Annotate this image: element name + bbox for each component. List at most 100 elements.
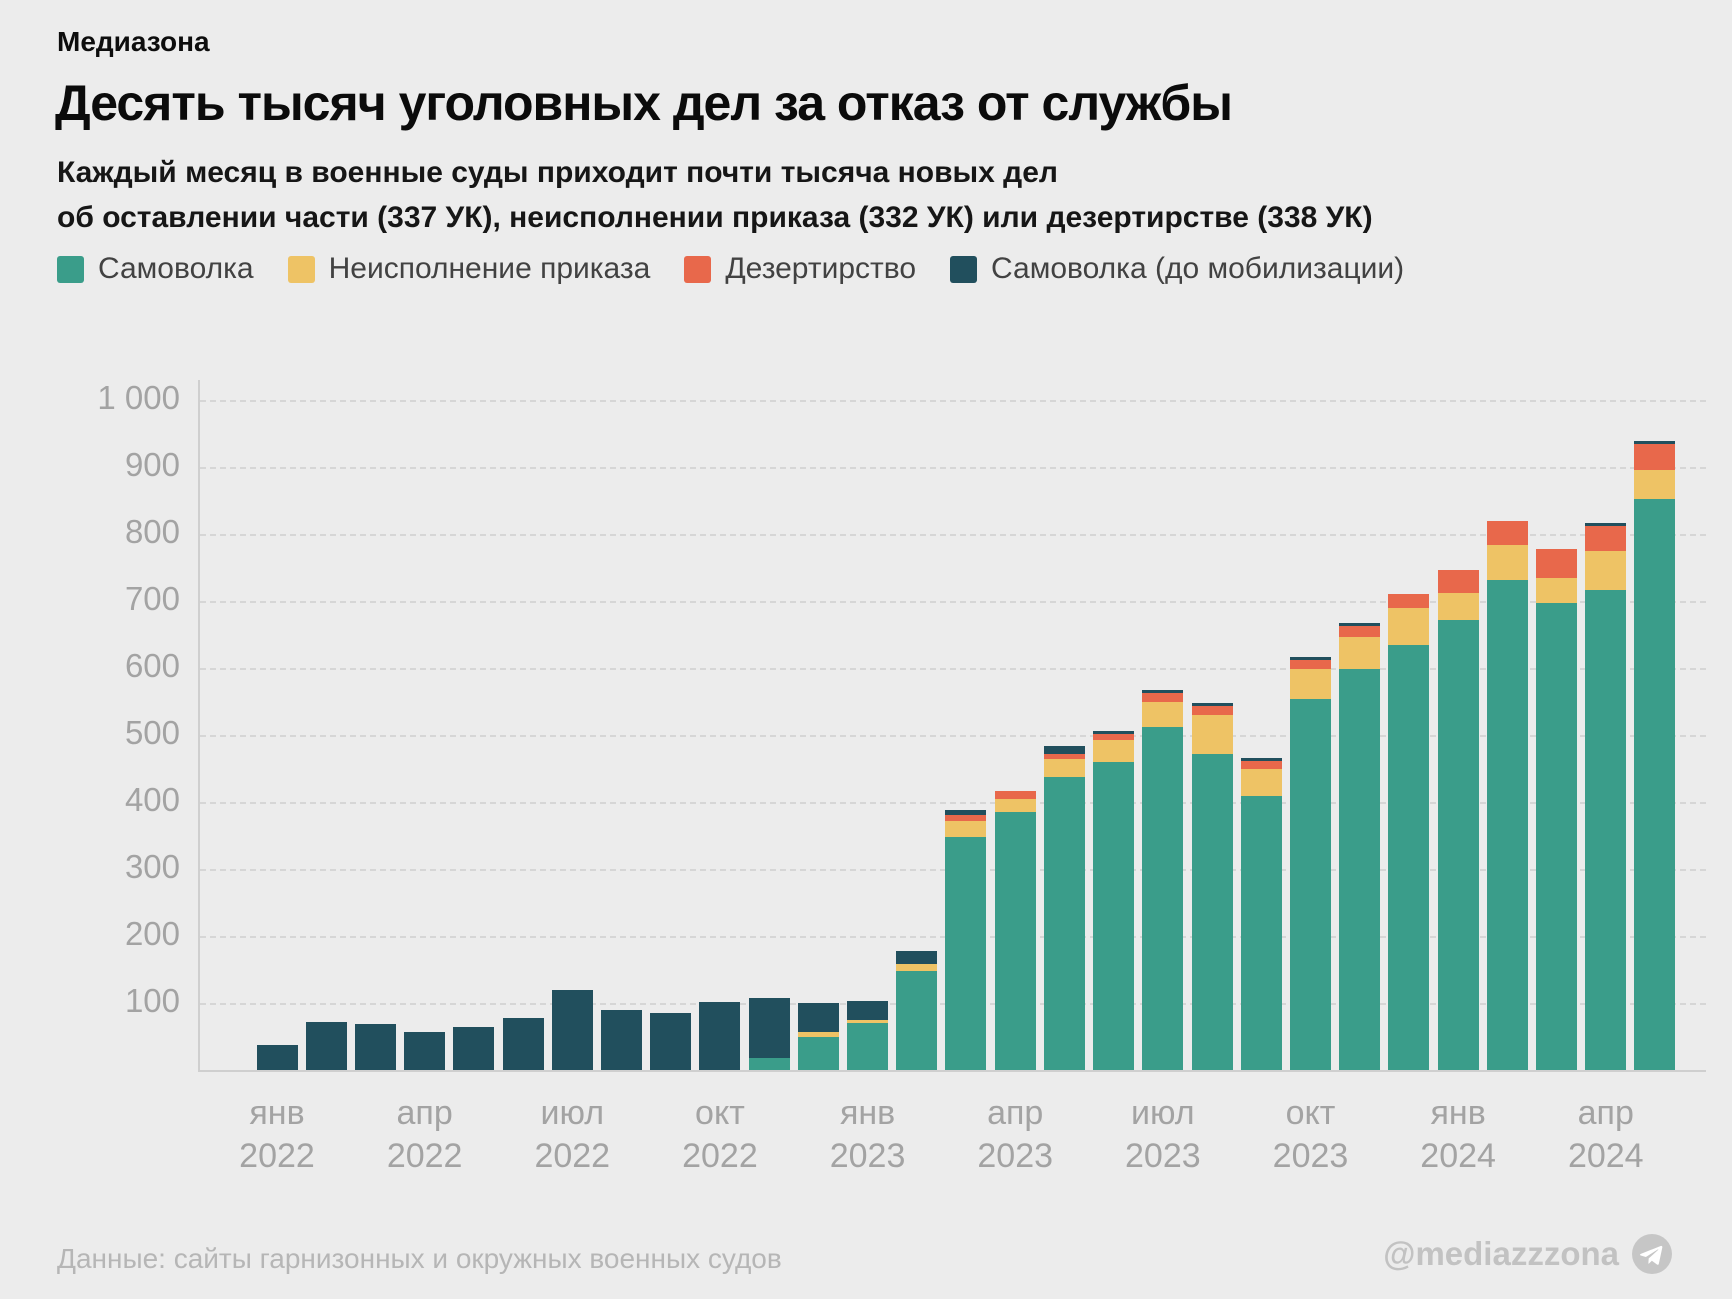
- segment-dezertirstvo: [1142, 693, 1184, 702]
- legend-label: Дезертирство: [725, 252, 917, 285]
- x-label-month: янв: [839, 1094, 896, 1132]
- segment-samovolka: [1339, 668, 1381, 1070]
- x-label-year: 2022: [239, 1137, 315, 1175]
- segment-samovolka: [1536, 603, 1578, 1070]
- bar-июл-2022: [551, 989, 593, 1070]
- segment-samovolka-do-mobilizacii: [453, 1027, 495, 1070]
- segment-samovolka: [1240, 795, 1282, 1070]
- y-axis-label-400: 400: [124, 781, 180, 818]
- segment-samovolka-do-mobilizacii: [354, 1023, 396, 1070]
- segment-samovolka: [896, 970, 938, 1070]
- segment-samovolka-do-mobilizacii: [256, 1044, 298, 1070]
- bar-апр-2022: [404, 1032, 446, 1070]
- segment-neispolnenie: [847, 1019, 889, 1024]
- segment-dezertirstvo: [1289, 659, 1331, 669]
- segment-samovolka-do-mobilizacii: [600, 1009, 642, 1070]
- y-axis-label-500: 500: [124, 714, 180, 751]
- x-label-month: апр: [987, 1094, 1044, 1132]
- segment-neispolnenie: [896, 964, 938, 971]
- legend-label: Самоволка (до мобилизации): [991, 252, 1405, 285]
- y-axis-label-600: 600: [124, 647, 180, 684]
- bar-апр-2023: [994, 790, 1036, 1070]
- telegram-handle[interactable]: @mediazzzona: [1383, 1234, 1672, 1274]
- bar-авг-2022: [600, 1009, 642, 1070]
- segment-samovolka: [748, 1057, 790, 1070]
- x-axis-label-апр-2023: апр 2023: [915, 1092, 1115, 1178]
- page-title: Десять тысяч уголовных дел за отказ от с…: [55, 75, 1233, 131]
- plot-area: 100 200 300 400 500 600 700 800 900 1 000 янв 2022 а…: [97, 379, 1706, 1175]
- segment-samovolka: [1486, 579, 1528, 1070]
- x-label-month: окт: [695, 1094, 745, 1132]
- segment-neispolnenie: [1536, 577, 1578, 604]
- bar-июн-2023: [1093, 731, 1135, 1070]
- segment-dezertirstvo: [1486, 521, 1528, 545]
- segment-neispolnenie: [1585, 550, 1627, 590]
- segment-samovolka: [1585, 589, 1627, 1070]
- segment-samovolka: [1043, 776, 1085, 1070]
- bar-авг-2023: [1191, 702, 1233, 1070]
- telegram-handle-text: @mediazzzona: [1383, 1235, 1619, 1272]
- x-label-year: 2023: [1125, 1137, 1201, 1175]
- x-label-year: 2022: [386, 1137, 463, 1175]
- segment-samovolka: [1289, 698, 1331, 1070]
- segment-neispolnenie: [1043, 759, 1085, 777]
- segment-dezertirstvo: [1043, 754, 1085, 760]
- data-source-note: Данные: сайты гарнизонных и окружных вое…: [57, 1243, 782, 1274]
- segment-dezertirstvo: [1388, 594, 1430, 609]
- y-axis-label-100: 100: [124, 982, 180, 1019]
- segment-samovolka-do-mobilizacii: [1339, 623, 1381, 626]
- segment-samovolka: [1093, 761, 1135, 1070]
- segment-samovolka-do-mobilizacii: [404, 1032, 446, 1070]
- legend-item-dezertirstvo: Дезертирство: [684, 252, 916, 286]
- segment-neispolnenie: [1289, 668, 1331, 699]
- bar-фев-2022: [305, 1021, 347, 1070]
- segment-neispolnenie: [1191, 714, 1233, 754]
- segment-dezertirstvo: [1339, 625, 1381, 638]
- segment-neispolnenie: [1142, 701, 1184, 727]
- segment-samovolka-do-mobilizacii: [1191, 702, 1233, 706]
- x-label-year: 2023: [1272, 1137, 1349, 1175]
- segment-neispolnenie: [1093, 740, 1135, 762]
- bar-фев-2024: [1486, 521, 1528, 1070]
- x-axis-label-апр-2022: апр 2022: [325, 1092, 525, 1178]
- segment-dezertirstvo: [994, 790, 1036, 799]
- segment-samovolka-do-mobilizacii: [1043, 746, 1085, 755]
- segment-neispolnenie: [1634, 470, 1676, 500]
- gridline-700: [200, 601, 1706, 603]
- x-axis-label-янв-2023: янв 2023: [768, 1092, 968, 1178]
- bar-окт-2023: [1289, 657, 1331, 1070]
- segment-samovolka-do-mobilizacii: [797, 1003, 839, 1032]
- segment-neispolnenie: [945, 820, 987, 837]
- segment-dezertirstvo: [1240, 761, 1282, 769]
- legend-swatch-neispolnenie: [287, 255, 315, 283]
- segment-samovolka: [1191, 753, 1233, 1070]
- x-axis-label-июл-2022: июл 2022: [472, 1092, 672, 1178]
- bar-дек-2023: [1388, 594, 1430, 1070]
- bar-фев-2023: [896, 950, 938, 1070]
- x-label-month: июл: [540, 1094, 605, 1132]
- y-axis-label-300: 300: [124, 848, 180, 885]
- brand-logo: Медиазона: [57, 26, 210, 57]
- bar-апр-2024: [1585, 522, 1627, 1070]
- segment-dezertirstvo: [1191, 705, 1233, 715]
- bar-янв-2023: [847, 1001, 889, 1070]
- segment-samovolka-do-mobilizacii: [502, 1017, 544, 1070]
- segment-samovolka: [1142, 726, 1184, 1070]
- x-axis-label-янв-2024: янв 2024: [1358, 1092, 1558, 1178]
- gridline-500: [200, 735, 1706, 737]
- bar-май-2023: [1043, 746, 1085, 1070]
- legend-item-samovolka-do-mobilizacii: Самоволка (до мобилизации): [950, 252, 1404, 286]
- segment-samovolka-do-mobilizacii: [551, 989, 593, 1070]
- bar-мар-2023: [945, 810, 987, 1070]
- telegram-icon: [1632, 1234, 1672, 1274]
- bar-май-2024: [1634, 440, 1676, 1070]
- segment-dezertirstvo: [1585, 525, 1627, 551]
- x-label-year: 2024: [1567, 1137, 1644, 1175]
- bar-янв-2022: [256, 1044, 298, 1070]
- gridline-1000: [200, 400, 1706, 402]
- segment-samovolka: [1437, 620, 1479, 1070]
- segment-dezertirstvo: [1536, 549, 1578, 578]
- x-label-month: апр: [396, 1094, 453, 1132]
- segment-samovolka-do-mobilizacii: [1142, 690, 1184, 694]
- segment-samovolka-do-mobilizacii: [1240, 757, 1282, 762]
